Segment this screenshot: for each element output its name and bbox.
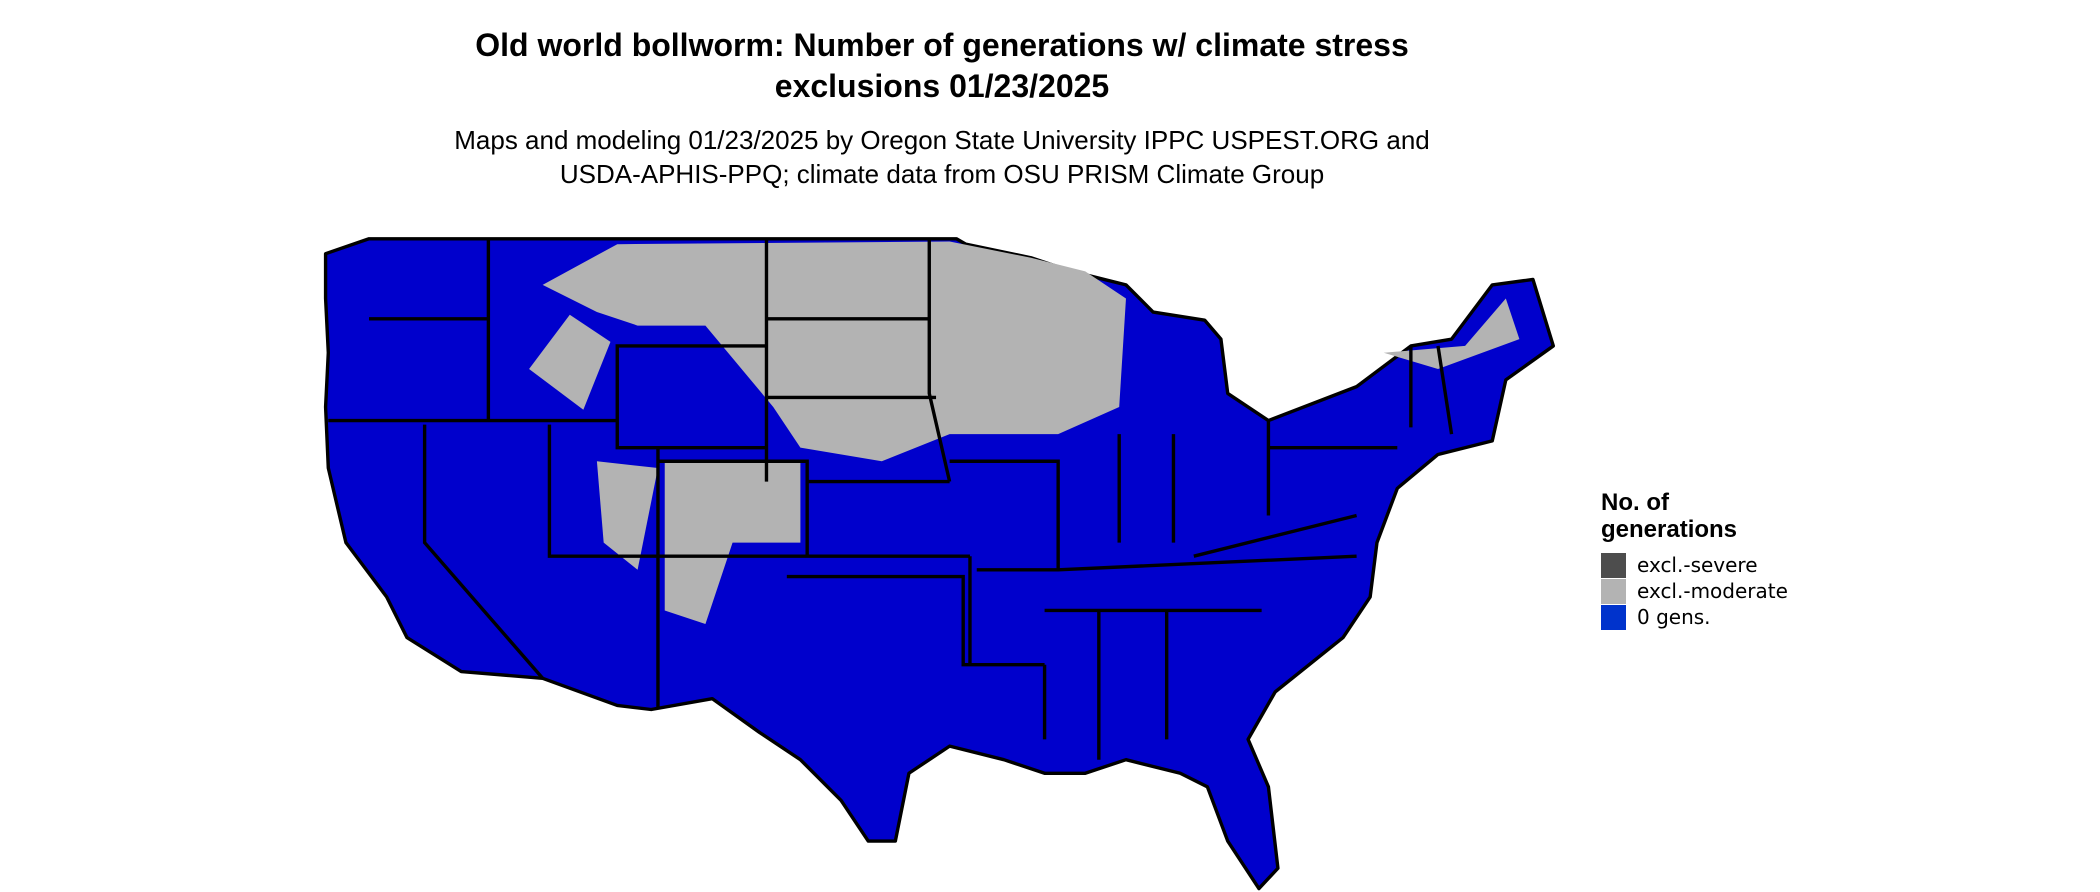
us-map	[323, 237, 1556, 891]
land	[323, 237, 1556, 891]
title-line: Old world bollworm: Number of generation…	[475, 27, 1409, 63]
legend-title: generations	[1601, 516, 1737, 543]
legend-swatch	[1601, 605, 1626, 630]
subtitle-line: Maps and modeling 01/23/2025 by Oregon S…	[454, 125, 1430, 155]
area	[664, 461, 801, 625]
legend: No. of generations excl.-severeexcl.-mod…	[1601, 489, 1788, 630]
area	[596, 461, 658, 570]
legend-label: 0 gens.	[1637, 605, 1711, 629]
area	[1383, 298, 1520, 369]
title-line: exclusions 01/23/2025	[775, 68, 1109, 104]
border	[328, 238, 1454, 760]
area	[542, 241, 1126, 462]
moderate-exclusion-areas	[529, 241, 1520, 625]
area	[529, 314, 611, 410]
state-borders	[328, 238, 1454, 760]
legend-title: No. of	[1601, 489, 1670, 516]
legend-swatch	[1601, 579, 1626, 604]
subtitle-line: USDA-APHIS-PPQ; climate data from OSU PR…	[560, 159, 1324, 189]
legend-swatch	[1601, 553, 1626, 578]
legend-label: excl.-moderate	[1637, 579, 1788, 603]
legend-label: excl.-severe	[1637, 553, 1758, 577]
